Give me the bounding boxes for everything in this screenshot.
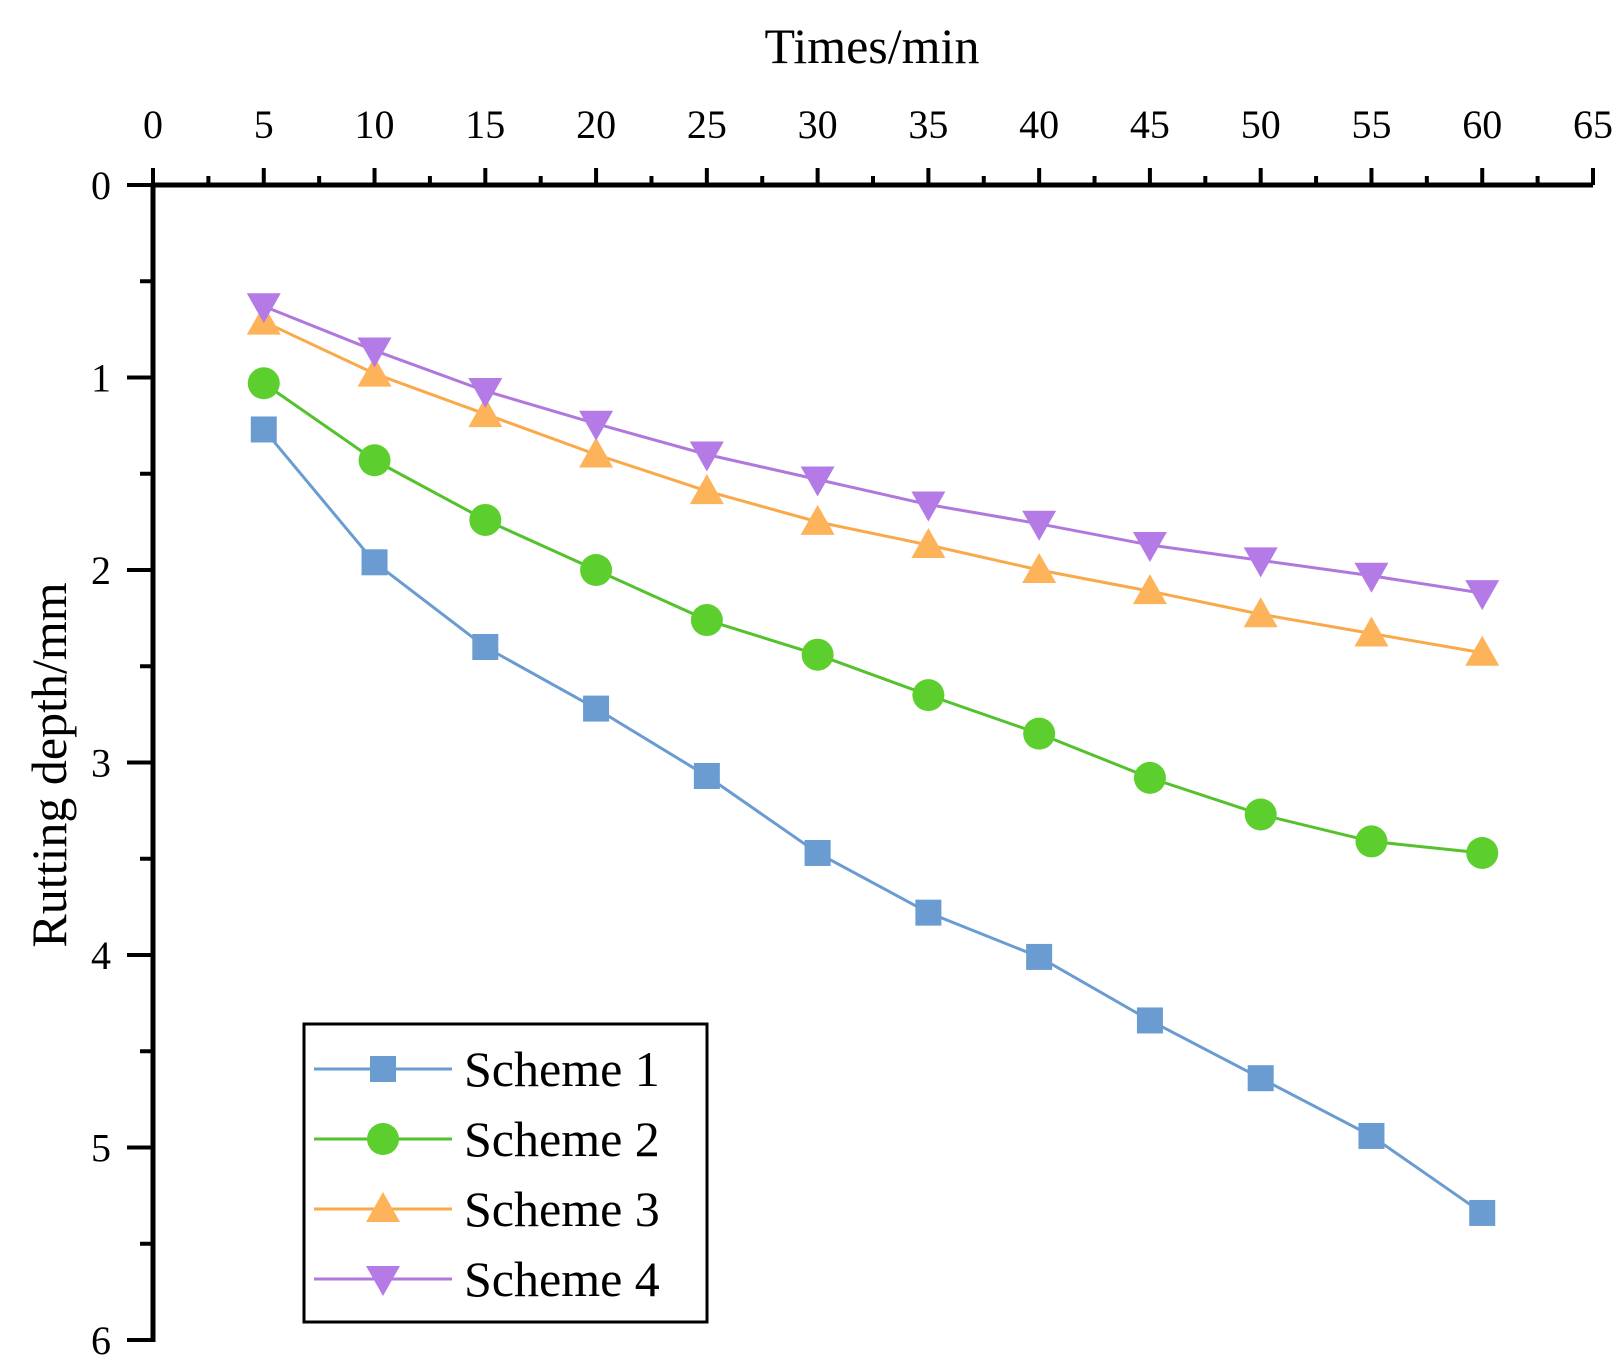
x-tick-label: 65: [1573, 102, 1613, 147]
data-point: [801, 638, 834, 671]
legend-item-2: Scheme 2: [314, 1111, 660, 1167]
x-tick-label: 55: [1351, 102, 1391, 147]
x-tick-label: 0: [143, 102, 163, 147]
data-point: [361, 549, 388, 576]
y-axis-title: Rutting depth/mm: [21, 582, 77, 947]
data-point: [583, 695, 610, 722]
data-point: [690, 604, 723, 637]
data-point: [1247, 1065, 1274, 1092]
series-2: [247, 367, 1499, 869]
x-tick-label: 30: [798, 102, 838, 147]
data-point: [1022, 553, 1057, 583]
data-point: [579, 410, 614, 441]
legend-label: Scheme 1: [464, 1041, 660, 1097]
x-tick-label: 35: [908, 102, 948, 147]
data-point: [1133, 761, 1166, 794]
legend-item-3: Scheme 3: [314, 1181, 660, 1237]
data-point: [357, 356, 392, 387]
y-tick-label: 4: [91, 933, 111, 978]
data-point: [1465, 580, 1500, 611]
y-tick-label: 0: [91, 163, 111, 208]
y-tick-label: 5: [91, 1126, 111, 1171]
y-tick-label: 2: [91, 548, 111, 593]
series-line: [262, 382, 1483, 855]
series-line: [263, 304, 1483, 595]
x-tick-label: 20: [576, 102, 616, 147]
data-point: [1358, 1122, 1385, 1149]
x-tick-label: 45: [1130, 102, 1170, 147]
x-tick-label: 40: [1019, 102, 1059, 147]
data-point: [1243, 597, 1278, 628]
legend-label: Scheme 3: [464, 1181, 660, 1237]
data-point: [579, 437, 614, 468]
data-point: [693, 762, 720, 789]
data-point: [472, 634, 499, 660]
data-point: [912, 679, 945, 712]
x-tick-label: 5: [254, 102, 274, 147]
data-point: [911, 491, 946, 522]
data-point: [915, 899, 942, 926]
data-point: [1136, 1007, 1163, 1034]
legend-label: Scheme 2: [464, 1111, 660, 1167]
data-point: [800, 504, 835, 535]
x-tick-label: 60: [1462, 102, 1502, 147]
data-point: [250, 416, 277, 443]
data-point: [1243, 547, 1278, 578]
data-point: [1354, 562, 1389, 593]
series-line: [262, 428, 1484, 1215]
data-point: [1023, 717, 1056, 750]
legend-item-1: Scheme 1: [314, 1041, 660, 1097]
legend-label: Scheme 4: [464, 1251, 660, 1307]
data-point: [1354, 616, 1389, 647]
legend-marker: [370, 1056, 396, 1082]
data-point: [1132, 574, 1167, 605]
x-tick-label: 25: [687, 102, 727, 147]
data-point: [468, 397, 503, 428]
data-point: [469, 503, 502, 536]
series-layer: [246, 293, 1500, 1226]
data-point: [1355, 825, 1388, 858]
y-axis: 0 1 2 3 4 5 6: [91, 163, 156, 1363]
legend-marker: [366, 1266, 400, 1296]
data-point: [580, 554, 613, 586]
x-tick-label: 15: [465, 102, 505, 147]
series-4: [246, 293, 1500, 611]
legend: Scheme 1 Scheme 2 Scheme 3 Scheme 4: [302, 1022, 709, 1324]
series-line: [263, 320, 1483, 655]
x-axis-title: Times/min: [765, 18, 980, 74]
data-point: [1026, 943, 1053, 970]
data-point: [357, 337, 392, 368]
data-point: [1132, 531, 1167, 562]
y-tick-label: 6: [91, 1318, 111, 1363]
data-point: [911, 527, 946, 558]
data-point: [689, 441, 724, 472]
series-3: [246, 304, 1500, 666]
data-point: [1022, 510, 1057, 541]
x-axis: 0 5 10 15 20 25 30 35 40 45 50 55 60 65: [143, 102, 1613, 188]
data-point: [1466, 836, 1499, 869]
data-point: [1244, 798, 1277, 831]
data-point: [247, 367, 280, 400]
legend-marker: [366, 1192, 400, 1222]
legend-marker: [367, 1123, 399, 1155]
x-tick-label: 50: [1241, 102, 1281, 147]
data-point: [358, 444, 391, 477]
x-tick-label: 10: [355, 102, 395, 147]
data-point: [1469, 1199, 1496, 1226]
data-point: [1465, 635, 1500, 666]
data-point: [689, 474, 724, 505]
data-point: [468, 377, 503, 408]
legend-item-4: Scheme 4: [314, 1251, 660, 1307]
y-tick-label: 3: [91, 741, 111, 786]
data-point: [804, 839, 831, 866]
data-point: [246, 293, 281, 324]
data-point: [800, 466, 835, 497]
y-tick-label: 1: [91, 356, 111, 401]
series-1: [250, 416, 1496, 1226]
